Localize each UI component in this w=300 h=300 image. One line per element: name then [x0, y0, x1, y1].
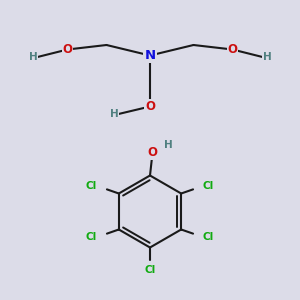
- Text: Cl: Cl: [203, 181, 214, 191]
- Text: Cl: Cl: [86, 232, 97, 242]
- Text: O: O: [62, 43, 73, 56]
- Text: O: O: [145, 100, 155, 113]
- Text: H: H: [164, 140, 172, 151]
- Text: O: O: [227, 43, 238, 56]
- Text: Cl: Cl: [203, 232, 214, 242]
- Text: Cl: Cl: [144, 265, 156, 275]
- Text: H: H: [29, 52, 38, 62]
- Text: O: O: [147, 146, 158, 159]
- Text: Cl: Cl: [86, 181, 97, 191]
- Text: N: N: [144, 49, 156, 62]
- Text: H: H: [110, 109, 118, 119]
- Text: H: H: [262, 52, 271, 62]
